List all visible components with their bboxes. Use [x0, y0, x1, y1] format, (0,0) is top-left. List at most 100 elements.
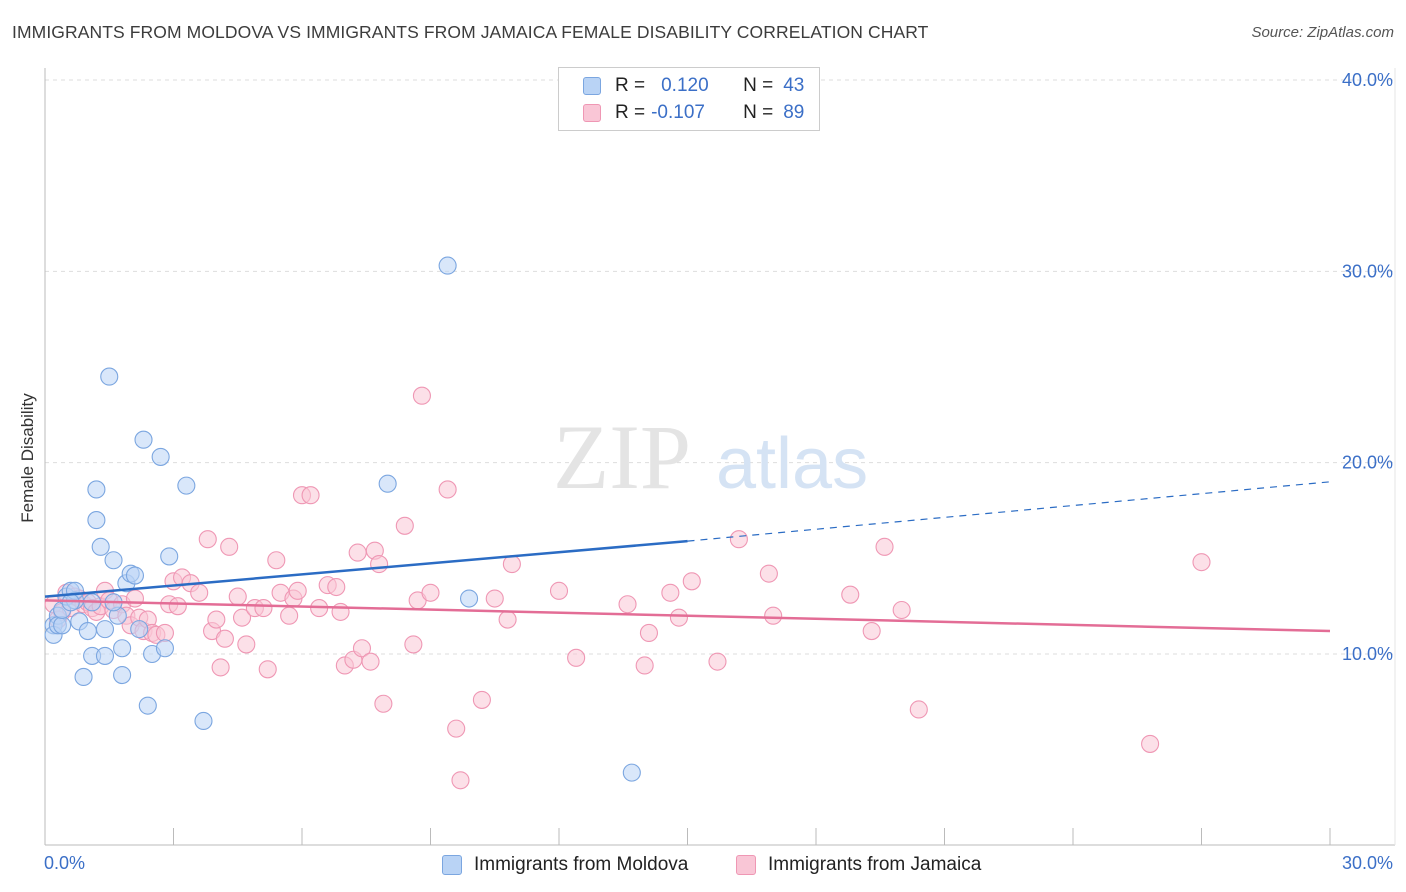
jamaica-point — [207, 610, 226, 629]
jamaica-point — [485, 589, 504, 608]
moldova-point — [622, 763, 641, 782]
jamaica-point — [438, 480, 457, 499]
moldova-point — [95, 620, 115, 639]
jamaica-point — [708, 652, 727, 671]
jamaica-point — [220, 537, 239, 556]
moldova-point — [104, 551, 123, 570]
jamaica-point — [892, 600, 911, 620]
watermark-zip: ZIP — [553, 406, 691, 508]
jamaica-point — [361, 652, 380, 671]
legend-r-label: R = — [615, 102, 646, 123]
jamaica-point — [404, 635, 423, 654]
jamaica-point — [1141, 734, 1160, 753]
jamaica-point — [549, 581, 569, 600]
moldova-point — [74, 667, 93, 687]
moldova-point — [91, 537, 110, 556]
jamaica-point — [862, 621, 881, 641]
jamaica-point — [258, 660, 277, 679]
chart-title: IMMIGRANTS FROM MOLDOVA VS IMMIGRANTS FR… — [12, 22, 929, 42]
gridlines — [45, 79, 1395, 655]
jamaica-point — [635, 656, 654, 675]
jamaica-point — [215, 629, 234, 648]
jamaica-point — [764, 606, 783, 625]
moldova-point — [95, 646, 115, 665]
jamaica-point — [498, 610, 517, 629]
y-tick-labels: 10.0% 20.0% 30.0% 40.0% — [1342, 70, 1393, 664]
jamaica-point — [682, 572, 701, 591]
jamaica-point — [348, 543, 367, 562]
jamaica-point — [211, 658, 230, 677]
legend-item-jamaica[interactable]: Immigrants from Jamaica — [736, 852, 981, 878]
jamaica-point — [155, 623, 174, 643]
jamaica-point — [618, 595, 637, 614]
moldova-swatch — [442, 855, 462, 875]
moldova-point — [100, 367, 119, 386]
jamaica-point — [190, 583, 209, 602]
moldova-point — [113, 639, 132, 658]
moldova-point — [87, 480, 106, 499]
moldova-point — [113, 665, 132, 685]
jamaica-point — [502, 555, 521, 574]
jamaica-point — [331, 602, 350, 621]
jamaica-point — [875, 537, 894, 556]
series-legend: Immigrants from Moldova Immigrants from … — [0, 852, 1406, 878]
moldova-point — [177, 476, 196, 495]
jamaica-point — [1192, 553, 1211, 572]
moldova-point — [378, 474, 397, 493]
jamaica-point — [198, 530, 217, 549]
jamaica-point — [421, 583, 440, 602]
jamaica-point — [759, 564, 778, 583]
legend-r-value: -0.107 — [651, 102, 705, 123]
jamaica-trend-line — [44, 599, 1331, 633]
moldova-point — [160, 547, 179, 566]
jamaica-point — [567, 648, 586, 667]
legend-label-jamaica: Immigrants from Jamaica — [768, 854, 982, 875]
legend-n-label: N = — [743, 75, 774, 96]
correlation-legend: R = 0.120 N = 43 R = -0.107 N = 89 — [558, 67, 820, 131]
y-tick-label: 10.0% — [1342, 644, 1393, 664]
jamaica-point — [909, 700, 928, 719]
source-credit: Source: ZipAtlas.com — [1251, 24, 1394, 41]
legend-n-value: 43 — [783, 75, 805, 96]
jamaica-point — [237, 635, 256, 654]
jamaica-point — [639, 623, 659, 643]
moldova-point — [78, 621, 97, 641]
moldova-trend-extension — [687, 481, 1331, 542]
jamaica-point — [395, 516, 414, 535]
moldova-trend-line — [44, 539, 688, 598]
jamaica-swatch — [583, 104, 601, 122]
moldova-point — [53, 616, 72, 635]
legend-r-value: 0.120 — [661, 75, 709, 96]
jamaica-point — [374, 694, 393, 713]
x-tick-label: 0.0% — [44, 853, 85, 873]
jamaica-point — [352, 639, 372, 658]
jamaica-point — [661, 583, 680, 602]
moldova-point — [138, 696, 157, 715]
trend-lines — [44, 481, 1331, 633]
jamaica-point — [412, 386, 431, 405]
x-tick-labels: 0.0% 30.0% — [44, 853, 1393, 873]
jamaica-point — [168, 597, 187, 616]
legend-item-moldova[interactable]: Immigrants from Moldova — [442, 852, 688, 878]
legend-row-moldova: R = 0.120 N = 43 — [583, 74, 804, 98]
jamaica-point — [232, 608, 252, 627]
watermark-atlas: atlas — [716, 424, 868, 504]
moldova-points — [44, 256, 641, 782]
y-tick-label: 30.0% — [1342, 261, 1393, 281]
legend-r-label: R = — [615, 75, 646, 96]
jamaica-point — [327, 577, 346, 597]
jamaica-point — [280, 606, 299, 625]
jamaica-point — [254, 599, 273, 618]
legend-n-value: 89 — [783, 102, 805, 123]
jamaica-point — [669, 608, 688, 627]
jamaica-point — [125, 589, 144, 608]
jamaica-points — [44, 386, 1211, 790]
jamaica-point — [451, 771, 470, 790]
jamaica-point — [288, 581, 307, 600]
x-tick-label: 30.0% — [1342, 853, 1393, 873]
jamaica-point — [447, 719, 466, 738]
jamaica-point — [370, 555, 389, 574]
moldova-point — [438, 256, 457, 275]
moldova-swatch — [583, 77, 601, 95]
